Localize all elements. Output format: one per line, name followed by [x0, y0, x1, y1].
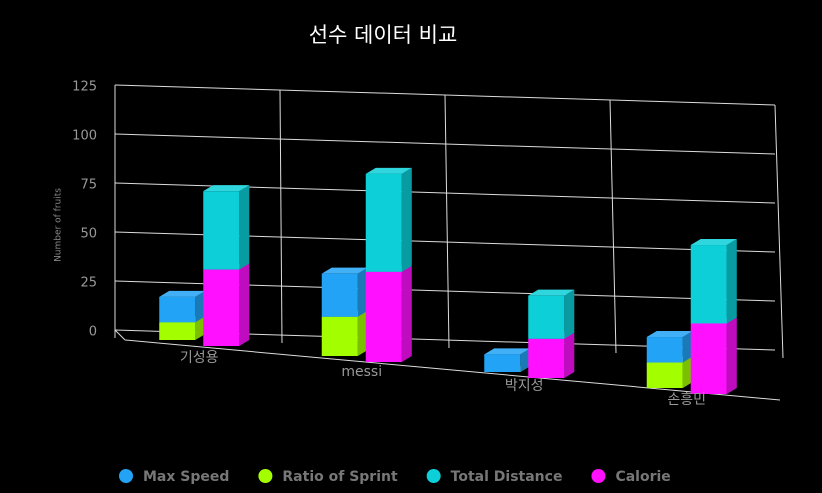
bar-side — [239, 263, 250, 346]
category-divider — [774, 104, 784, 359]
y-tick-label: 75 — [80, 178, 97, 193]
bar — [690, 245, 727, 324]
bar-side-shade — [682, 331, 693, 363]
bar-side — [357, 267, 368, 317]
bar-top-light — [365, 167, 412, 174]
bar-side-shade — [195, 316, 206, 340]
x-tick-label: messi — [341, 364, 382, 380]
category-divider — [279, 89, 283, 344]
bar-side-shade — [357, 310, 368, 356]
grid-line — [114, 133, 776, 155]
bar — [646, 337, 683, 363]
x-tick-label: 기성용 — [180, 350, 219, 366]
bar-top-light — [484, 348, 531, 355]
bar — [321, 316, 358, 356]
bar-side — [195, 290, 206, 323]
bar-side-shade — [239, 263, 250, 346]
bar-side — [726, 317, 737, 394]
legend-label: Total Distance — [451, 469, 563, 485]
bar — [528, 295, 565, 339]
bar-top — [365, 167, 412, 174]
bar-side-shade — [520, 348, 531, 372]
bar — [484, 354, 521, 372]
bar — [365, 173, 402, 272]
y-tick-label: 50 — [80, 227, 97, 242]
bar-top-light — [203, 185, 250, 192]
bar — [365, 271, 402, 362]
bar-top — [203, 185, 250, 192]
bar-side-shade — [401, 265, 412, 362]
legend-marker — [426, 469, 441, 483]
bar — [528, 338, 565, 378]
bar-side-shade — [357, 267, 368, 317]
bar-top-light — [528, 289, 575, 296]
bar-top-light — [646, 331, 693, 338]
y-tick-label: 25 — [80, 276, 97, 291]
bar-side-shade — [239, 185, 250, 270]
bar-side-shade — [401, 167, 412, 272]
bar-side-shade — [726, 317, 737, 394]
bar-side-shade — [682, 356, 693, 388]
bar — [690, 323, 727, 394]
legend-marker — [258, 469, 273, 483]
bar-side-shade — [726, 239, 737, 324]
bar-side — [726, 239, 737, 324]
bar — [159, 322, 196, 340]
bar-side — [564, 332, 575, 378]
bar-top — [159, 290, 206, 297]
bar-top-light — [690, 239, 737, 246]
bar-side — [520, 348, 531, 372]
bar — [159, 296, 196, 323]
y-tick-label: 0 — [89, 325, 97, 340]
bar-side — [682, 331, 693, 363]
y-tick-label: 100 — [72, 129, 97, 144]
bar-side-shade — [564, 289, 575, 339]
bar-top — [646, 331, 693, 338]
bar-top — [321, 267, 368, 274]
category-divider — [444, 94, 450, 349]
y-axis-title: Number of fruits — [54, 188, 64, 262]
bar-side — [401, 265, 412, 362]
bar-top-light — [159, 290, 206, 297]
bar-side — [401, 167, 412, 272]
floor-line — [114, 329, 126, 341]
bar — [646, 362, 683, 388]
legend-marker — [119, 469, 133, 483]
bar-top-light — [321, 267, 368, 274]
bar — [203, 191, 240, 270]
x-tick-label: 손흥민 — [667, 392, 706, 408]
bar-top — [528, 289, 575, 296]
bar-side-shade — [195, 290, 206, 323]
chart-title: 선수 데이터 비교 — [309, 23, 458, 47]
bar-side-shade — [564, 332, 575, 378]
category-divider — [609, 99, 617, 354]
bar-side — [239, 185, 250, 270]
legend-label: Calorie — [615, 469, 670, 485]
bar — [203, 269, 240, 346]
legend-marker — [591, 469, 606, 483]
floor-line — [124, 339, 781, 401]
bar-side — [682, 356, 693, 388]
bar-top — [690, 239, 737, 246]
bar-top — [484, 348, 531, 355]
bar — [321, 273, 358, 317]
legend-label: Ratio of Sprint — [282, 469, 398, 485]
legend-label: Max Speed — [143, 469, 229, 485]
bar-side — [357, 310, 368, 356]
bar-side — [564, 289, 575, 339]
bar-side — [195, 316, 206, 340]
x-tick-label: 박지성 — [505, 378, 544, 394]
y-tick-label: 125 — [72, 80, 97, 95]
